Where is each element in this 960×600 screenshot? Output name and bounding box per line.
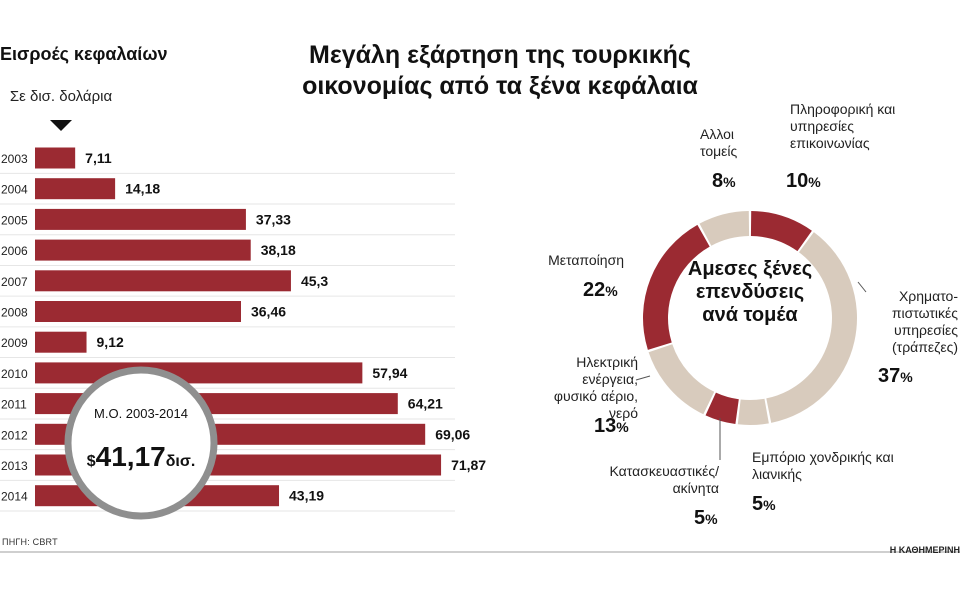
- slice-pct-energy: 13%: [594, 415, 629, 437]
- brand-logo: Η ΚΑΘΗΜΕΡΙΝΗ: [889, 545, 960, 555]
- donut-slice: [766, 232, 858, 423]
- donut-slice: [648, 344, 715, 415]
- slice-label-energy: Ηλεκτρική ενέργεια, φυσικό αέριο, νερό: [553, 354, 638, 421]
- bar: [35, 147, 76, 169]
- donut-leader-lines: [635, 281, 867, 460]
- main-title: Μεγάλη εξάρτηση της τουρκικής οικονομίας…: [302, 41, 698, 100]
- bar-value-label: 64,21: [408, 396, 443, 412]
- donut-slice: [699, 211, 750, 246]
- bar: [35, 331, 87, 353]
- year-label: 2004: [1, 183, 28, 197]
- bar: [35, 208, 246, 230]
- year-label: 2006: [1, 244, 28, 258]
- bar-value-label: 37,33: [256, 211, 291, 227]
- donut-center-title: Αμεσες ξένες επενδύσεις ανά τομέα: [687, 258, 813, 326]
- donut-slice: [737, 398, 769, 425]
- leader-line: [857, 281, 867, 293]
- bar-value-label: 7,11: [85, 150, 112, 166]
- year-label: 2009: [1, 336, 28, 350]
- year-label: 2007: [1, 275, 28, 289]
- slice-pct-finance: 37%: [878, 365, 913, 387]
- bar: [35, 270, 291, 292]
- bar-value-label: 45,3: [301, 273, 328, 289]
- slice-label-trade: Εμπόριο χονδρικής και λιανικής: [752, 449, 894, 482]
- bar: [35, 301, 241, 322]
- bar-value-label: 57,94: [372, 365, 407, 381]
- year-label: 2003: [1, 152, 28, 166]
- slice-label-finance: Χρηματο- πιστωτικές υπηρεσίες (τράπεζες): [891, 288, 958, 355]
- bar-value-label: 43,19: [289, 488, 324, 504]
- bar: [35, 239, 251, 261]
- slice-pct-other: 8%: [712, 170, 736, 192]
- average-label: Μ.Ο. 2003-2014: [94, 406, 188, 421]
- leader-line: [635, 375, 651, 381]
- bar-value-label: 36,46: [251, 304, 286, 320]
- bar-value-label: 69,06: [435, 426, 470, 442]
- average-badge: [64, 366, 218, 520]
- bar-value-label: 9,12: [97, 334, 124, 350]
- bar-value-label: 38,18: [261, 242, 296, 258]
- slice-label-construction: Κατασκευαστικές/ ακίνητα: [609, 463, 719, 496]
- bar-value-label: 14,18: [125, 181, 160, 197]
- year-label: 2011: [1, 398, 27, 412]
- bar: [35, 362, 363, 384]
- donut-chart: [643, 211, 858, 425]
- bar: [35, 178, 116, 200]
- year-label: 2008: [1, 306, 28, 320]
- year-label: 2005: [1, 213, 28, 227]
- slice-label-it: Πληροφορική και υπηρεσίες επικοινωνίας: [790, 101, 896, 151]
- slice-pct-manufacturing: 22%: [583, 279, 618, 301]
- bar-chart-subtitle: Σε δισ. δολάρια: [9, 88, 113, 105]
- slice-label-other: Αλλοι τομείς: [700, 126, 738, 159]
- year-label: 2010: [1, 367, 28, 381]
- year-label: 2012: [1, 428, 28, 442]
- average-value: $41,17δισ.: [86, 441, 196, 472]
- bar-value-label: 71,87: [451, 457, 486, 473]
- slice-pct-trade: 5%: [752, 493, 776, 515]
- slice-pct-construction: 5%: [694, 507, 718, 529]
- donut-slice: [750, 211, 812, 252]
- donut-slice: [643, 224, 710, 350]
- slice-label-manufacturing: Μεταποίηση: [548, 252, 624, 268]
- slice-pct-it: 10%: [786, 170, 821, 192]
- year-label: 2013: [1, 459, 28, 473]
- source-note: ΠΗΓΗ: CBRT: [2, 537, 58, 547]
- arrow-down-icon: [50, 120, 72, 131]
- donut-slice: [705, 392, 739, 424]
- year-label: 2014: [1, 490, 28, 504]
